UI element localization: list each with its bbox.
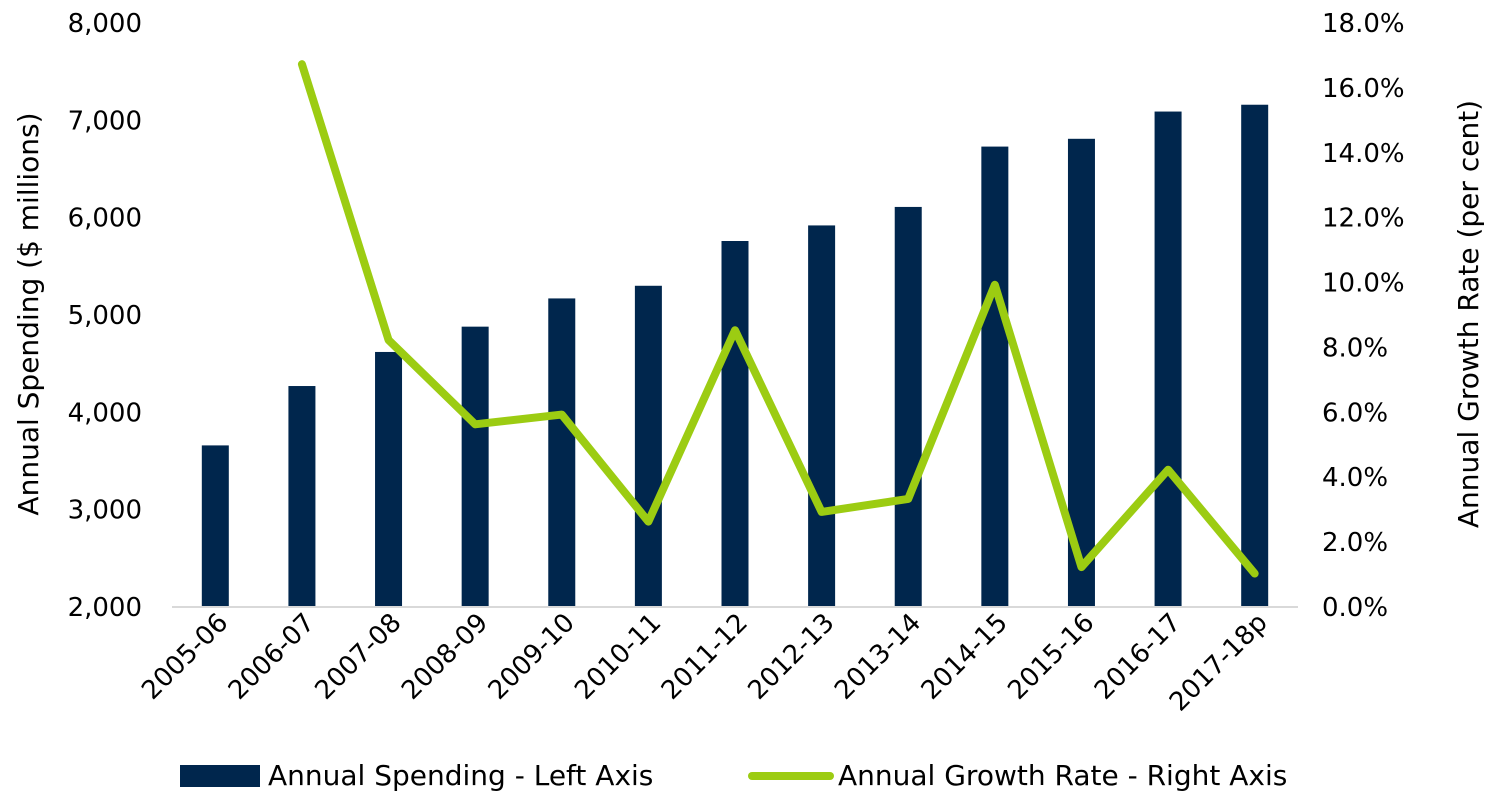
legend-bar-label: Annual Spending - Left Axis <box>268 759 653 792</box>
bar-2017-18p <box>1241 104 1269 606</box>
left-tick-label: 8,000 <box>68 9 142 39</box>
left-tick-label: 3,000 <box>68 496 142 526</box>
y-axis-right-title: Annual Growth Rate (per cent) <box>1452 100 1485 528</box>
legend-line-label: Annual Growth Rate - Right Axis <box>838 759 1287 792</box>
left-tick-label: 7,000 <box>68 106 142 136</box>
x-tick-label: 2009-10 <box>483 608 581 706</box>
left-tick-label: 6,000 <box>68 204 142 234</box>
right-tick-label: 2.0% <box>1322 528 1388 558</box>
bar-2010-11 <box>634 285 662 606</box>
legend: Annual Spending - Left Axis Annual Growth… <box>180 759 1287 792</box>
right-axis-ticks: 0.0% 2.0% 4.0% 6.0% 8.0% 10.0% 12.0% 14.0% 16.0%… <box>1322 9 1405 623</box>
left-tick-label: 4,000 <box>68 398 142 428</box>
bar-2011-12 <box>721 241 749 606</box>
bar-2014-15 <box>981 146 1009 606</box>
right-tick-label: 18.0% <box>1322 9 1405 39</box>
left-tick-label: 2,000 <box>68 593 142 623</box>
bar-2007-08 <box>375 351 403 606</box>
growth-line <box>297 60 1259 578</box>
y-axis-left-title: Annual Spending ($ millions) <box>12 112 45 515</box>
x-tick-label: 2006-07 <box>223 608 321 706</box>
x-tick-label: 2012-13 <box>743 608 841 706</box>
x-tick-label: 2010-11 <box>569 608 667 706</box>
legend-bar-swatch <box>180 765 260 787</box>
right-tick-label: 4.0% <box>1322 463 1388 493</box>
x-tick-label: 2011-12 <box>656 608 754 706</box>
x-tick-label: 2013-14 <box>829 608 927 706</box>
x-tick-label: 2005-06 <box>136 608 234 706</box>
bar-2016-17 <box>1154 111 1182 607</box>
bar-2008-09 <box>461 326 489 606</box>
left-tick-label: 5,000 <box>68 301 142 331</box>
right-tick-label: 10.0% <box>1322 269 1405 299</box>
right-tick-label: 16.0% <box>1322 74 1405 104</box>
right-tick-label: 0.0% <box>1322 593 1388 623</box>
x-tick-label: 2007-08 <box>309 608 407 706</box>
bar-2005-06 <box>201 445 229 606</box>
bar-2012-13 <box>808 225 836 606</box>
right-tick-label: 14.0% <box>1322 139 1405 169</box>
bar-series <box>201 104 1269 607</box>
right-tick-label: 6.0% <box>1322 398 1388 428</box>
x-axis-ticks: 2005-062006-072007-082008-092009-102010-… <box>136 608 1273 718</box>
growth-line-series <box>297 60 1259 578</box>
bar-2006-07 <box>288 386 316 606</box>
right-tick-label: 12.0% <box>1322 204 1405 234</box>
left-axis-ticks: 2,000 3,000 4,000 5,000 6,000 7,000 8,000 <box>68 9 142 623</box>
x-tick-label: 2015-16 <box>1002 608 1100 706</box>
x-tick-label: 2014-15 <box>916 608 1014 706</box>
right-tick-label: 8.0% <box>1322 333 1388 363</box>
x-tick-label: 2008-09 <box>396 608 494 706</box>
bar-2013-14 <box>894 206 922 606</box>
bar-2009-10 <box>548 298 576 606</box>
